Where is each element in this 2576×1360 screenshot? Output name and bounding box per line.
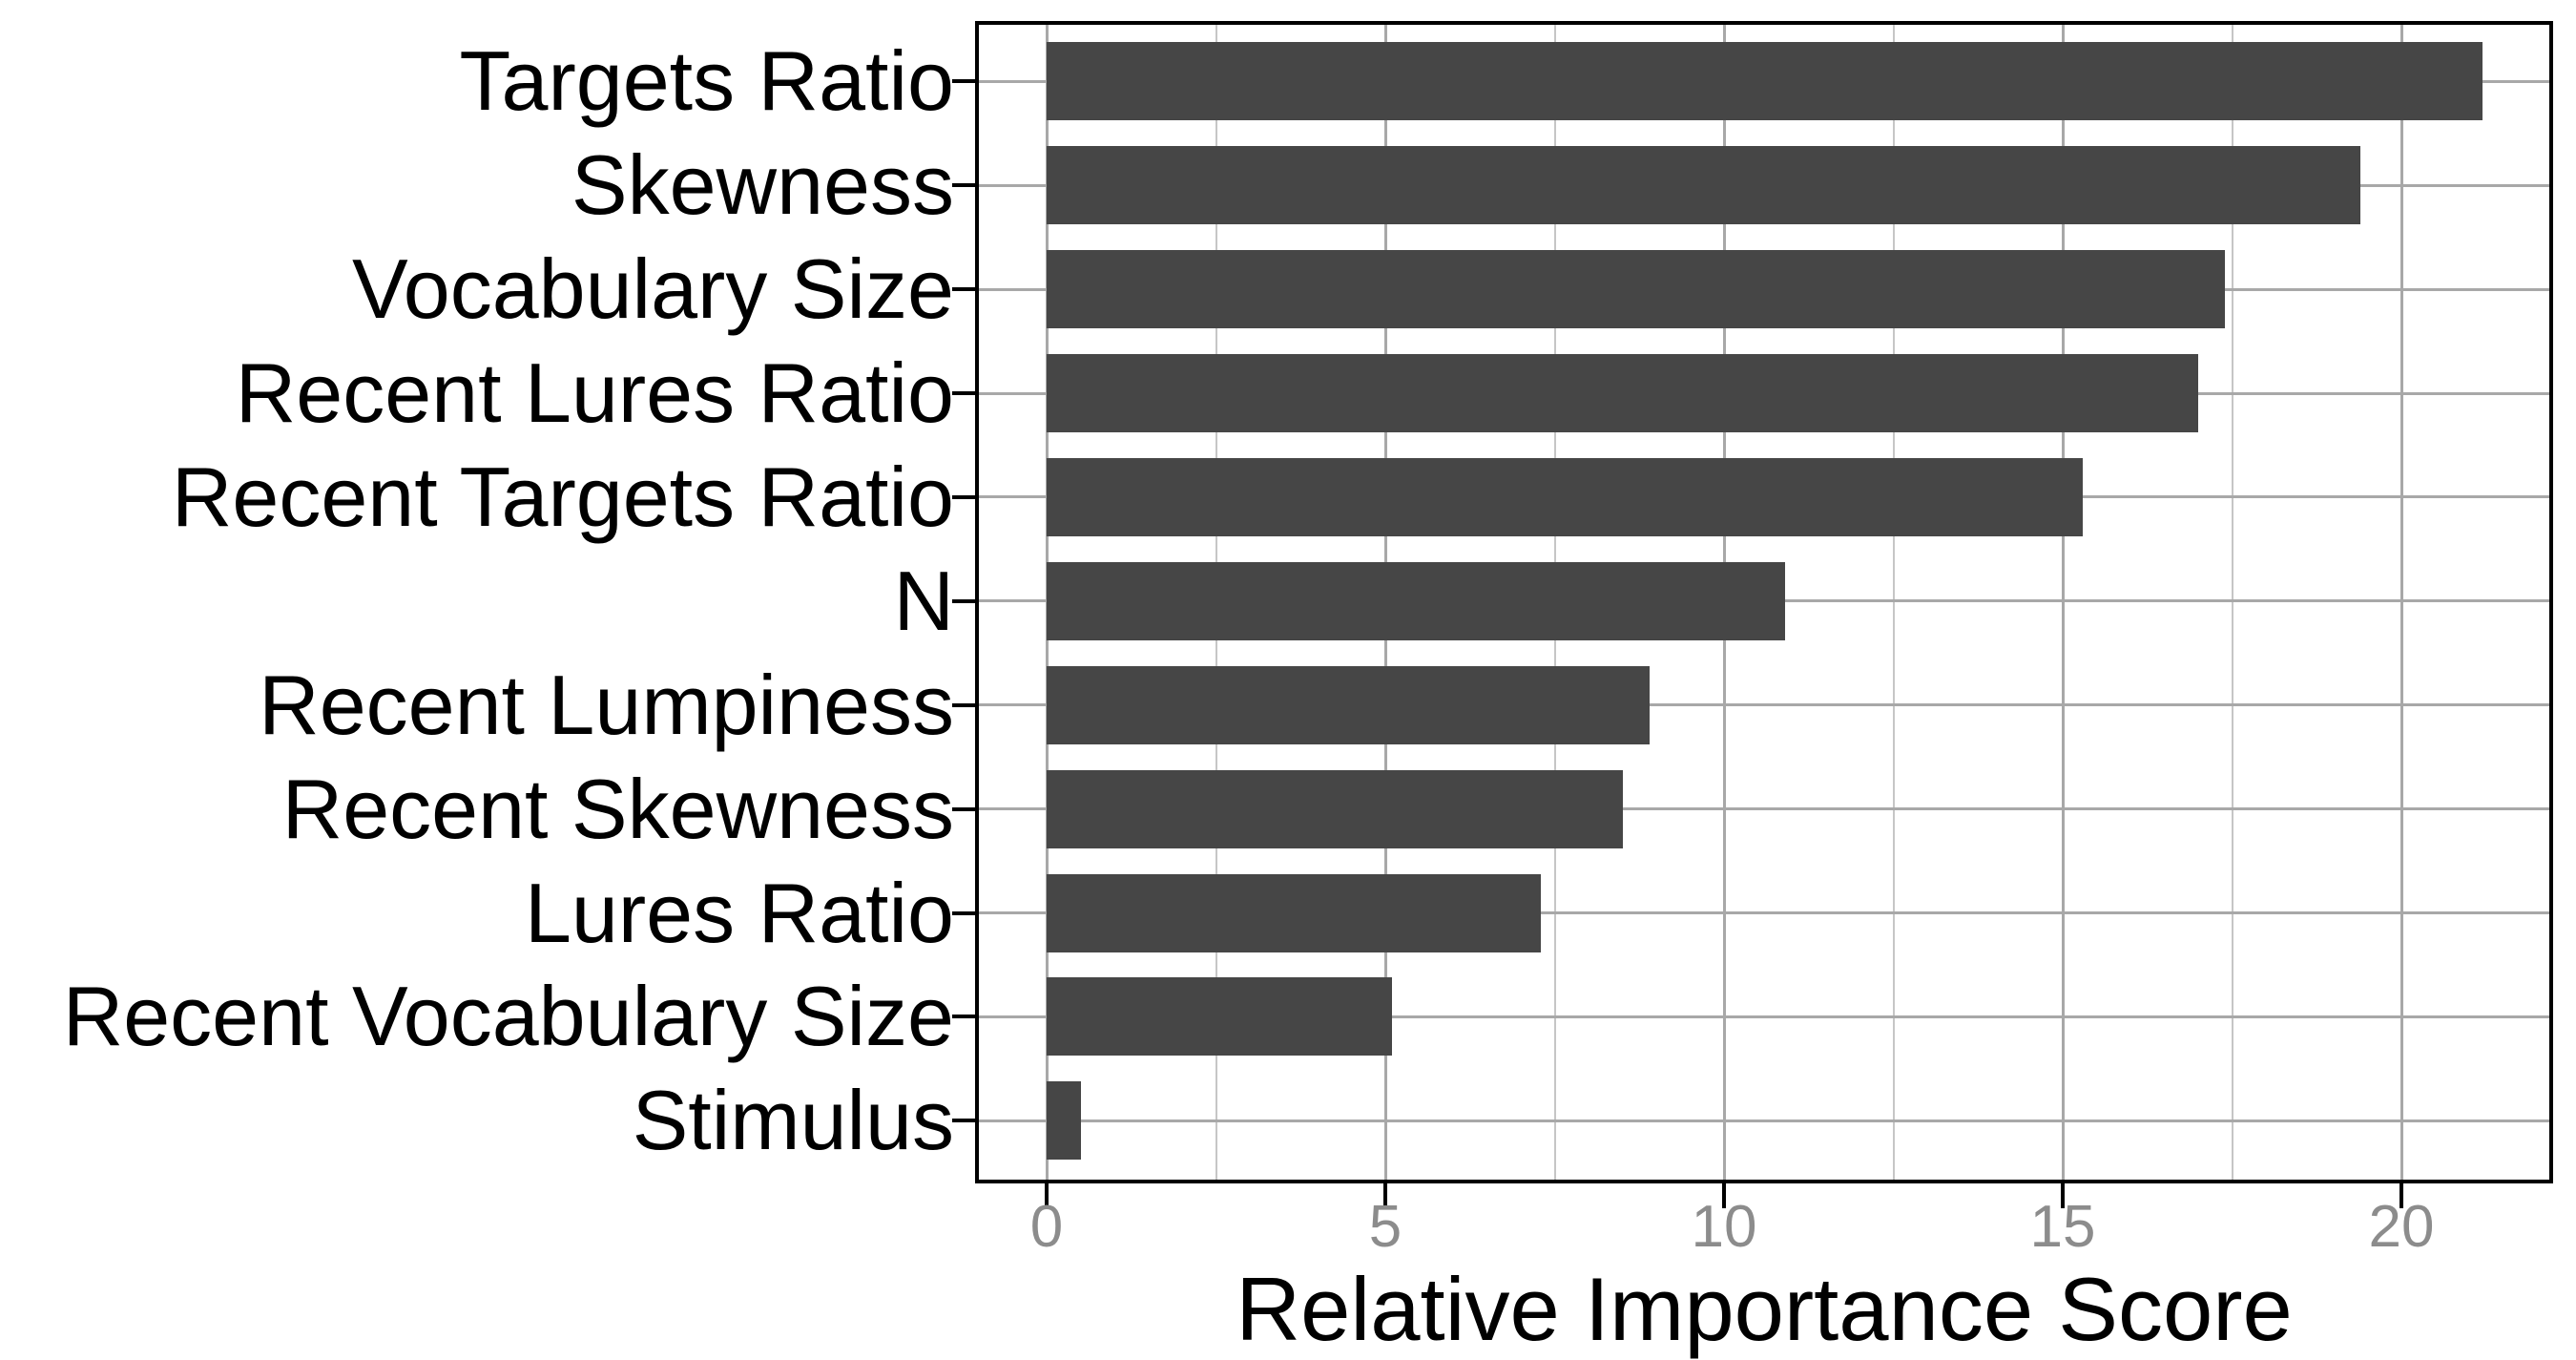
bar (1047, 457, 2084, 536)
y-axis-category-label: Recent Lumpiness (259, 657, 954, 752)
y-axis-category-label: Recent Targets Ratio (171, 449, 954, 544)
y-axis-category-label: Targets Ratio (459, 33, 954, 129)
bar (1047, 665, 1650, 744)
y-axis-tick (952, 79, 975, 84)
bar (1047, 42, 2483, 121)
y-axis-tick (952, 1119, 975, 1123)
bar (1047, 146, 2361, 225)
y-axis-category-label: Recent Skewness (281, 761, 954, 856)
x-axis-tick-label: 10 (1691, 1194, 1757, 1260)
y-axis-category-label: Vocabulary Size (351, 241, 954, 337)
bar (1047, 250, 2226, 329)
x-axis-title: Relative Importance Score (1236, 1259, 2293, 1359)
bar (1047, 769, 1623, 848)
x-axis-tick (1383, 1183, 1387, 1208)
bar (1047, 354, 2198, 432)
bar (1047, 873, 1542, 952)
bar (1047, 977, 1393, 1057)
bar (1047, 561, 1785, 640)
category-gridline (979, 1119, 2549, 1122)
bar (1047, 1081, 1081, 1161)
x-axis-tick-label: 15 (2029, 1194, 2096, 1260)
y-axis-category-label: Lures Ratio (524, 865, 954, 960)
x-axis-tick-label: 20 (2368, 1194, 2435, 1260)
y-axis-tick (952, 910, 975, 915)
x-axis-tick (1045, 1183, 1049, 1208)
x-axis-tick (2061, 1183, 2065, 1208)
x-axis-tick (2399, 1183, 2403, 1208)
y-axis-tick (952, 391, 975, 395)
y-axis-tick (952, 1015, 975, 1019)
y-axis-category-label: Skewness (571, 137, 954, 233)
y-axis-category-label: N (893, 553, 954, 648)
x-axis-tick-label: 0 (1029, 1194, 1064, 1260)
y-axis-tick (952, 494, 975, 499)
x-axis-tick (1722, 1183, 1726, 1208)
x-axis-tick-label: 5 (1368, 1194, 1402, 1260)
y-axis-tick (952, 702, 975, 707)
y-axis-category-label: Recent Lures Ratio (235, 345, 954, 440)
plot-panel (975, 21, 2553, 1183)
y-axis-tick (952, 598, 975, 603)
y-axis-tick (952, 183, 975, 188)
y-axis-category-label: Recent Vocabulary Size (62, 969, 954, 1064)
y-axis-tick (952, 806, 975, 811)
category-gridline (979, 1015, 2549, 1018)
category-gridline (979, 911, 2549, 914)
y-axis-category-label: Stimulus (632, 1073, 954, 1168)
y-axis-tick (952, 287, 975, 292)
category-gridline (979, 703, 2549, 707)
category-gridline (979, 807, 2549, 811)
